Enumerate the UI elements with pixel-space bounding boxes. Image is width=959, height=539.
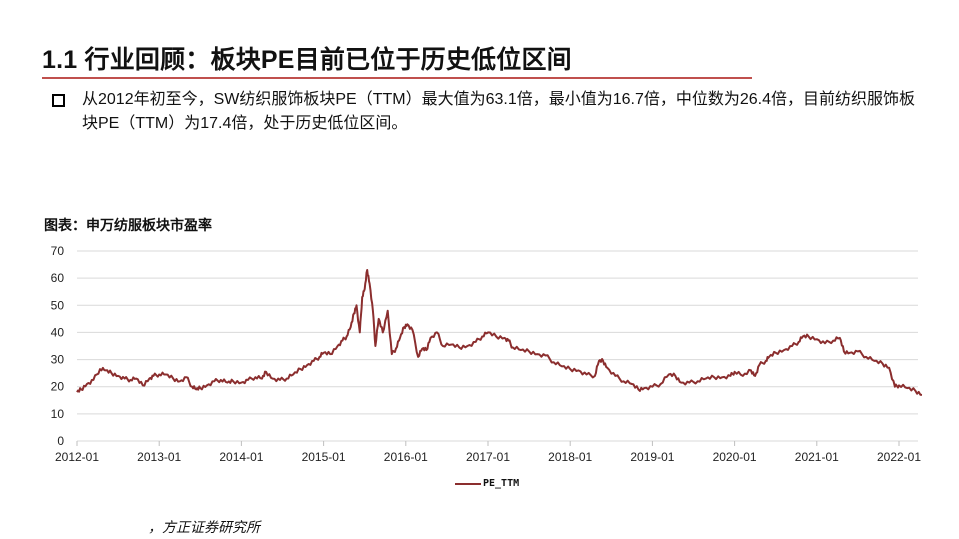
x-tick-label: 2013-01 (137, 450, 181, 464)
x-tick-label: 2012-01 (55, 450, 99, 464)
y-tick-label: 60 (51, 271, 65, 285)
x-tick-label: 2020-01 (713, 450, 757, 464)
title-underline (42, 77, 752, 79)
x-tick-label: 2021-01 (795, 450, 839, 464)
y-tick-label: 0 (57, 434, 64, 448)
x-axis: 2012-01 2013-01 2014-01 2015-01 2016-01 2017-… (55, 441, 921, 464)
legend-line-swatch (455, 482, 481, 485)
x-tick-label: 2015-01 (302, 450, 346, 464)
chart-title: 图表：申万纺服板块市盈率 (44, 217, 212, 233)
y-tick-label: 30 (51, 353, 65, 367)
chart-legend: PE_TTM (455, 478, 519, 489)
y-axis-ticks: 0 10 20 30 40 50 60 70 (51, 244, 65, 448)
y-tick-label: 70 (51, 244, 65, 258)
page-title: 1.1 行业回顾：板块PE目前已位于历史低位区间 (42, 46, 572, 74)
x-tick-label: 2022-01 (877, 450, 921, 464)
x-tick-label: 2014-01 (219, 450, 263, 464)
y-tick-label: 50 (51, 298, 65, 312)
x-tick-label: 2017-01 (466, 450, 510, 464)
x-tick-label: 2016-01 (384, 450, 428, 464)
summary-bullet-text: 从2012年初至今，SW纺织服饰板块PE（TTM）最大值为63.1倍，最小值为1… (82, 91, 916, 132)
source-note: ，方正证券研究所 (148, 519, 260, 535)
chart-gridlines (77, 250, 918, 442)
legend-label: PE_TTM (483, 478, 520, 489)
pe-ttm-series-line (76, 269, 923, 396)
bullet-square-icon (52, 94, 65, 107)
x-tick-label: 2019-01 (630, 450, 674, 464)
y-tick-label: 20 (51, 380, 65, 394)
y-tick-label: 40 (51, 325, 65, 339)
y-tick-label: 10 (51, 407, 65, 421)
x-tick-label: 2018-01 (548, 450, 592, 464)
